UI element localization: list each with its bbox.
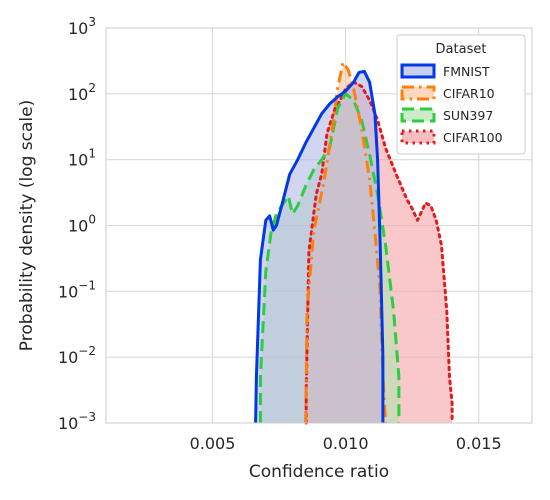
legend-label-cifar100: CIFAR100: [443, 130, 503, 145]
y-tick-label: 100: [68, 213, 96, 236]
x-tick-labels: 0.005 0.010 0.015: [190, 434, 502, 453]
series-line-cifar100: [304, 80, 454, 425]
series-line-cifar10: [304, 60, 388, 424]
y-tick-label: 10−3: [58, 410, 96, 433]
legend-title: Dataset: [436, 42, 487, 57]
x-tick-label: 0.010: [323, 434, 369, 453]
y-tick-labels: 10−3 10−2 10−1 100 101 102 103: [58, 15, 96, 433]
plot-frame: [105, 27, 533, 424]
legend-label-cifar10: CIFAR10: [443, 86, 495, 101]
series-line-fmnist: [254, 69, 385, 424]
legend-swatch-cifar10: [400, 85, 436, 101]
legend: Dataset FMNIST CIFAR10 SUN397 CIFAR100: [396, 34, 526, 155]
x-axis-title: Confidence ratio: [249, 462, 389, 482]
line-layer: [254, 60, 454, 425]
legend-swatch-cifar100: [400, 129, 436, 145]
x-tick-label: 0.005: [190, 434, 236, 453]
legend-swatch-sun397: [400, 107, 436, 123]
y-tick-label: 101: [68, 147, 96, 170]
y-axis-title: Probability density (log scale): [17, 100, 37, 351]
y-tick-label: 10−2: [58, 344, 96, 367]
y-tick-label: 10−1: [58, 278, 96, 301]
series-fill-fmnist: [255, 71, 383, 424]
x-tick-label: 0.015: [456, 434, 502, 453]
y-tick-label: 103: [68, 15, 96, 38]
y-tick-label: 102: [68, 81, 96, 104]
legend-label-sun397: SUN397: [443, 108, 493, 123]
legend-swatch-fmnist: [400, 63, 436, 79]
legend-label-fmnist: FMNIST: [443, 64, 490, 79]
